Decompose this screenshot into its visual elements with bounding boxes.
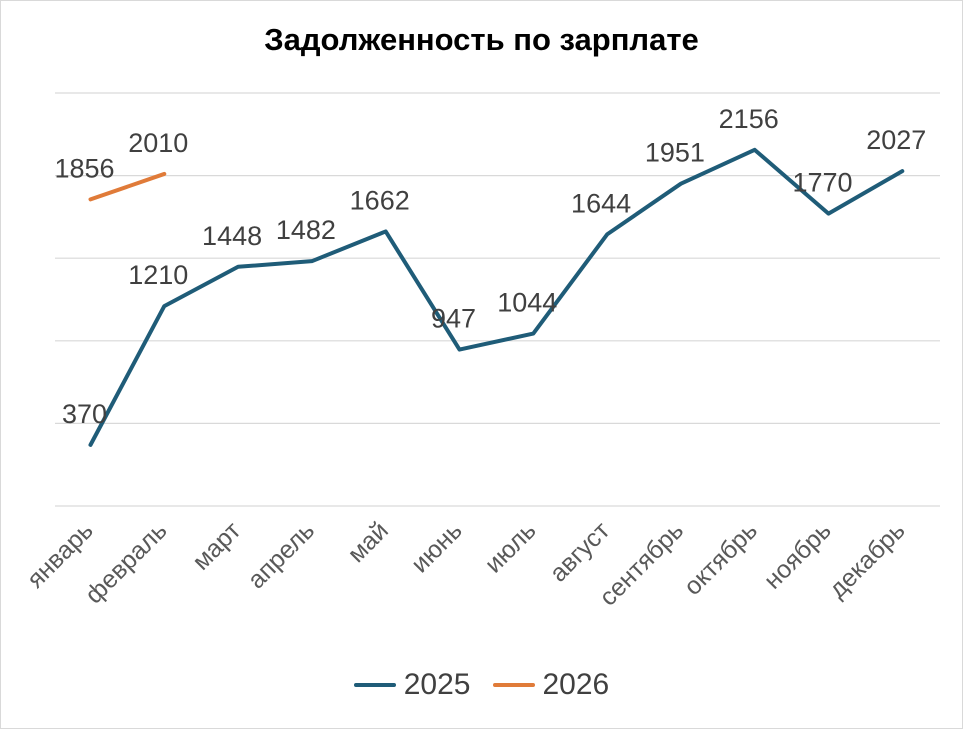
series-lines	[88, 147, 905, 447]
series-line-2026	[88, 171, 167, 202]
x-tick-label: октябрь	[679, 516, 763, 600]
data-label: 1951	[645, 138, 705, 168]
data-label: 1662	[350, 185, 410, 215]
legend-item-2025: 2025	[353, 668, 471, 702]
x-tick-label: февраль	[80, 516, 173, 609]
legend-label-2025: 2025	[403, 668, 471, 701]
legend-swatch-2026	[492, 683, 535, 687]
data-label: 2010	[128, 128, 188, 158]
x-tick-label: май	[342, 516, 394, 568]
data-label: 947	[431, 304, 476, 334]
legend: 2025 2026	[0, 668, 963, 702]
x-tick-label: апрель	[242, 516, 320, 594]
series-line-2025	[88, 147, 905, 447]
data-labels: 370 1210 1448 1482 1662 947 1044 1644 1951 2156 17…	[54, 104, 926, 429]
x-tick-label: март	[187, 516, 247, 576]
data-label: 1482	[276, 215, 336, 245]
data-label: 370	[62, 399, 107, 429]
data-label: 1448	[202, 221, 262, 251]
data-label: 1044	[497, 288, 557, 318]
data-label: 1210	[128, 260, 188, 290]
x-tick-label: декабрь	[823, 516, 910, 603]
legend-swatch-2025	[353, 683, 396, 687]
x-tick-label: июнь	[406, 516, 468, 578]
data-label: 2027	[866, 125, 926, 155]
legend-item-2026: 2026	[492, 668, 610, 702]
data-label: 1644	[571, 188, 631, 218]
x-tick-label: июль	[479, 516, 541, 578]
x-tick-label: август	[544, 516, 615, 587]
chart-title: Задолженность по зарплате	[264, 22, 699, 57]
data-label: 1770	[792, 168, 852, 198]
data-label: 1856	[54, 153, 114, 183]
data-label: 2156	[719, 104, 779, 134]
legend-label-2026: 2026	[542, 668, 610, 701]
